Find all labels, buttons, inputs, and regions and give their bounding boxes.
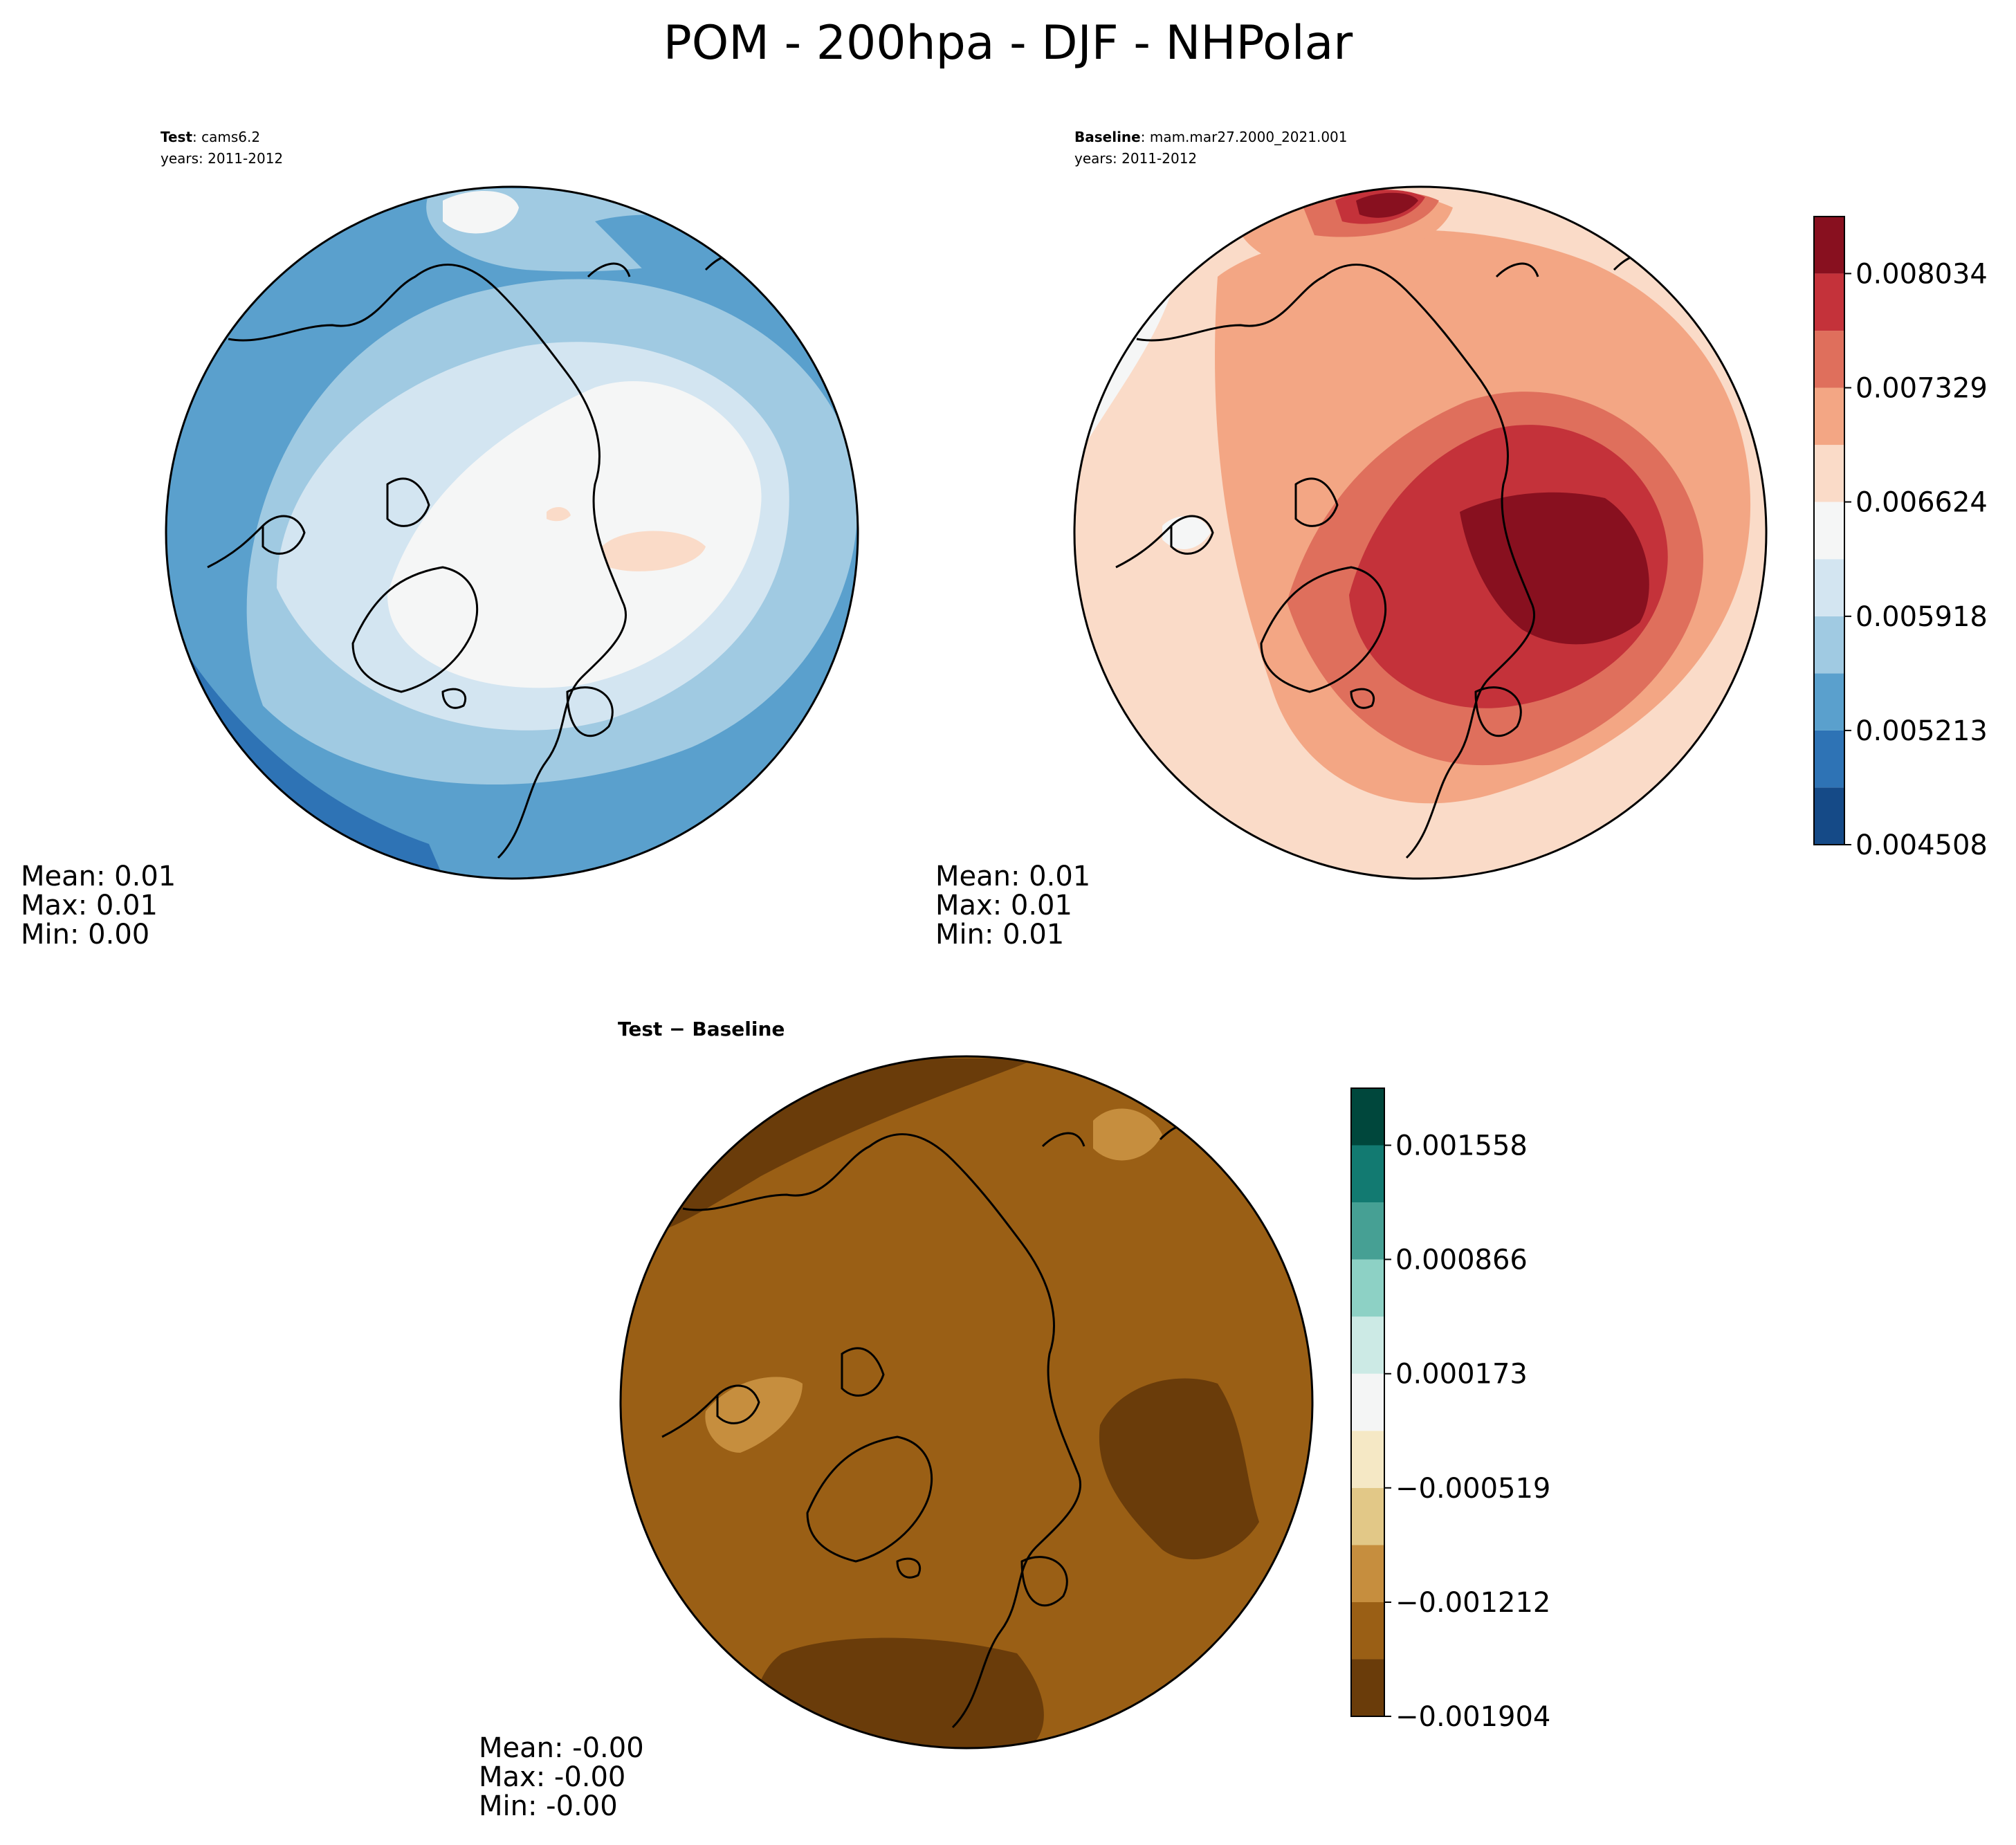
diff-field-band: [705, 1377, 803, 1453]
baseline-map: [1074, 187, 1766, 879]
test-max: Max: 0.01: [21, 890, 158, 921]
colorbar-segment: [1814, 673, 1844, 731]
colorbar-segment: [1814, 502, 1844, 560]
colorbar-tick-label: −0.000519: [1395, 1473, 1550, 1505]
colorbar-segment: [1351, 1545, 1384, 1602]
baseline-panel-label: Baseline: mam.mar27.2000_2021.001: [1074, 129, 1348, 145]
diff-field-band: [623, 1058, 1038, 1236]
test-map-boundary: [165, 185, 859, 880]
colorbar-segment: [1351, 1316, 1384, 1374]
baseline-field-band: [1079, 277, 1176, 443]
baseline-mean: Mean: 0.01: [935, 861, 1090, 892]
diff-map: [621, 1056, 1312, 1748]
test-field-band: [547, 507, 571, 522]
colorbar-segment: [1351, 1487, 1384, 1545]
colorbar-segment: [1351, 1145, 1384, 1203]
colorbar-tick-label: 0.004508: [1855, 829, 1988, 861]
test-field-band: [602, 531, 706, 571]
colorbar-tick-label: 0.006624: [1855, 487, 1988, 519]
colorbar-tick-label: 0.005918: [1855, 601, 1988, 633]
colorbar-segment: [1814, 273, 1844, 331]
baseline-label-bold: Baseline: [1074, 129, 1141, 145]
colorbar-segment: [1351, 1373, 1384, 1431]
colorbar-segment: [1814, 559, 1844, 616]
colorbar-segment: [1814, 217, 1844, 274]
figure-title: POM - 200hpa - DJF - NHPolar: [663, 16, 1353, 71]
colorbar-tick-label: 0.001558: [1395, 1130, 1528, 1162]
baseline-coastlines: [1115, 254, 1657, 859]
colorbar-tick-label: −0.001212: [1395, 1587, 1550, 1619]
colorbar-tick-label: 0.000173: [1395, 1359, 1528, 1390]
diff-field-band: [754, 1637, 1044, 1748]
colorbar-segment: [1814, 387, 1844, 446]
colorbar-segment: [1351, 1202, 1384, 1260]
colorbar-segment: [1814, 730, 1844, 788]
colorbar-segment: [1351, 1601, 1384, 1660]
colorbar-tick-label: −0.001904: [1395, 1701, 1550, 1733]
diff-map-boundary: [619, 1055, 1314, 1750]
colorbar-segment: [1351, 1259, 1384, 1317]
colorbar-segment: [1814, 616, 1844, 674]
colorbar-frame: [1350, 1087, 1385, 1717]
colorbar-segment: [1351, 1431, 1384, 1488]
colorbar-segment: [1814, 445, 1844, 502]
diff-mean: Mean: -0.00: [479, 1732, 644, 1764]
baseline-field-band: [1460, 492, 1649, 645]
colorbar-tick-label: 0.007329: [1855, 372, 1988, 404]
test-field-band: [443, 191, 519, 234]
baseline-years: years: 2011-2012: [1074, 150, 1197, 167]
test-coastlines: [207, 254, 749, 859]
diff-colorbar: 0.001558 0.000866 0.000173 −0.000519 −0.0012…: [1350, 1087, 1550, 1733]
colorbar-segment: [1814, 787, 1844, 845]
colorbar-tick-label: 0.005213: [1855, 715, 1988, 747]
test-label-bold: Test: [161, 129, 192, 145]
baseline-field-band: [1356, 192, 1418, 218]
test-map: [166, 187, 858, 879]
baseline-min: Min: 0.01: [935, 919, 1064, 951]
diff-min: Min: -0.00: [479, 1790, 618, 1822]
colorbar-segment: [1814, 331, 1844, 388]
test-label-case: : cams6.2: [192, 129, 260, 145]
diff-panel-label: Test − Baseline: [618, 1018, 785, 1040]
colorbar-tick-label: 0.008034: [1855, 258, 1988, 290]
colorbar-segment: [1351, 1088, 1384, 1146]
diff-field-band: [1093, 1108, 1162, 1161]
baseline-map-boundary: [1073, 185, 1768, 880]
test-mean: Mean: 0.01: [21, 861, 176, 892]
test-baseline-colorbar: 0.008034 0.007329 0.006624 0.005918 0.005213…: [1813, 216, 1988, 861]
diff-field-band: [1099, 1378, 1259, 1560]
colorbar-frame: [1813, 216, 1845, 845]
test-years: years: 2011-2012: [161, 150, 283, 167]
diff-max: Max: -0.00: [479, 1761, 625, 1793]
colorbar-tick-label: 0.000866: [1395, 1245, 1528, 1276]
baseline-max: Max: 0.01: [935, 890, 1072, 921]
test-min: Min: 0.00: [21, 919, 149, 951]
baseline-label-case: : mam.mar27.2000_2021.001: [1141, 129, 1348, 145]
test-field-band: [387, 381, 762, 688]
colorbar-segment: [1351, 1659, 1384, 1716]
test-panel-label: Test: cams6.2: [161, 129, 260, 145]
baseline-field-band: [1162, 516, 1211, 549]
